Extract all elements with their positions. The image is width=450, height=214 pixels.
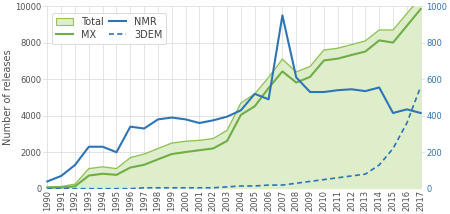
Y-axis label: Number of releases: Number of releases	[3, 50, 13, 145]
Legend: Total, MX, NMR, 3DEM: Total, MX, NMR, 3DEM	[52, 13, 166, 44]
